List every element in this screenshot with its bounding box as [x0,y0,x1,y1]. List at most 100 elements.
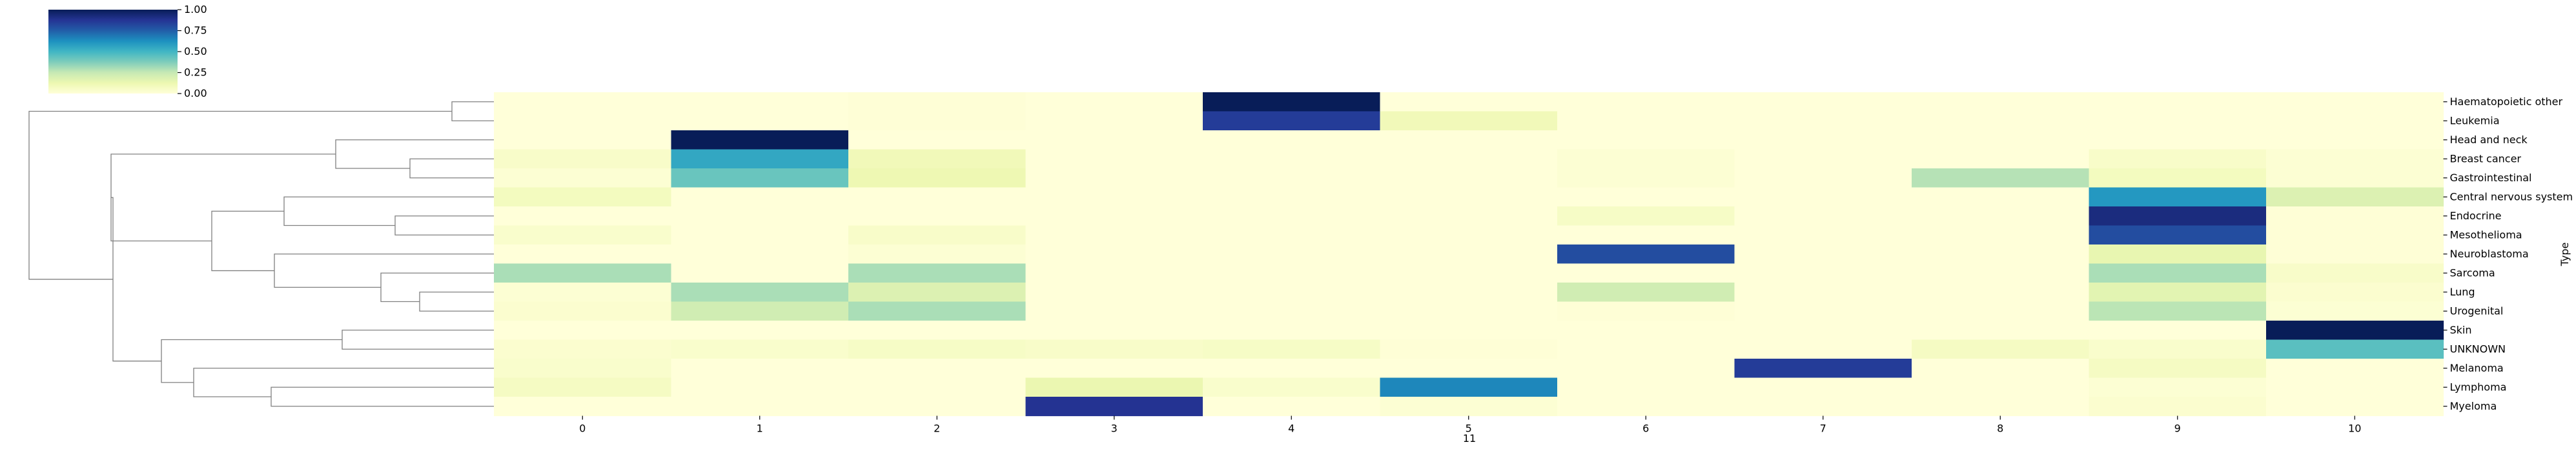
colorbar-tick-label: 0.00 [184,87,207,99]
heatmap-cell [1912,397,2090,417]
heatmap-cell [1203,111,1381,131]
colorbar-tick-label: 1.00 [184,3,207,15]
row-label: UNKNOWN [2450,343,2506,355]
heatmap-cell [494,377,672,397]
heatmap-cell [1557,225,1735,245]
dendrogram-link [342,330,494,350]
heatmap-cell [2089,301,2267,321]
x-tick-label: 3 [1111,423,1118,435]
heatmap-cell [1557,301,1735,321]
heatmap-cell [1025,187,1203,207]
heatmap-cell [1734,321,1912,341]
heatmap-cell [494,321,672,341]
heatmap-cell [671,187,849,207]
heatmap-cell [1912,92,2090,112]
heatmap-cell [848,321,1027,341]
heatmap-cell [1203,168,1381,188]
heatmap-cell [1203,359,1381,379]
heatmap-cell [848,92,1027,112]
heatmap-cell [1912,130,2090,150]
heatmap-cell [2089,359,2267,379]
x-tick-label: 4 [1288,423,1294,435]
heatmap-cell [2089,321,2267,341]
heatmap-cell [671,263,849,283]
row-label: Melanoma [2450,362,2504,374]
heatmap-cell [1380,130,1558,150]
heatmap-cell [671,321,849,341]
dendrogram-link [274,254,494,288]
heatmap-cell [494,359,672,379]
heatmap-cell [1203,283,1381,303]
dendrogram-link [409,158,494,179]
heatmap-cell [1380,397,1558,417]
heatmap-cell [1025,301,1203,321]
heatmap-cell [848,359,1027,379]
heatmap-cell [494,397,672,417]
x-tick-label: 7 [1820,423,1826,435]
row-label: Endocrine [2450,210,2502,222]
dendrogram-link [451,101,494,121]
row-label: Leukemia [2450,114,2500,126]
heatmap-cell [1557,244,1735,264]
heatmap-cell [848,111,1027,131]
row-label: Haematopoietic other [2450,95,2563,108]
heatmap-cell [671,283,849,303]
colorbar-gradient [48,10,178,94]
heatmap-cell [1025,206,1203,226]
heatmap-cell [1380,92,1558,112]
heatmap-cell [1025,283,1203,303]
heatmap-cell [494,301,672,321]
heatmap-cell [1025,359,1203,379]
row-label: Skin [2450,324,2472,336]
row-label: Neuroblastoma [2450,248,2529,260]
heatmap-cell [1557,283,1735,303]
heatmap-cell [1912,339,2090,359]
heatmap-cell [1025,263,1203,283]
heatmap-cell [1557,130,1735,150]
colorbar-tick-label: 0.75 [184,25,207,37]
heatmap-cell [1734,244,1912,264]
heatmap-cell [1025,168,1203,188]
y-axis-label: Type [2559,243,2571,267]
heatmap-cell [2089,377,2267,397]
heatmap-cell [1734,149,1912,169]
heatmap-cell [848,225,1027,245]
heatmap-cell [671,168,849,188]
heatmap-cell [1557,206,1735,226]
heatmap-cell [2089,339,2267,359]
heatmap-cell [1734,397,1912,417]
heatmap-cell [2089,187,2267,207]
heatmap-cell [848,397,1027,417]
x-tick-label: 10 [2348,423,2361,435]
heatmap-cell [1557,359,1735,379]
heatmap-cell [1203,206,1381,226]
heatmap-cell [1557,168,1735,188]
heatmap-cell [1025,339,1203,359]
heatmap-cell [1734,206,1912,226]
heatmap-cell [1912,149,2090,169]
colorbar-ticks: 0.00 0.25 0.50 0.75 1.00 [178,3,207,99]
heatmap-cell [2089,283,2267,303]
heatmap-cell [494,130,672,150]
heatmap-cell [2089,397,2267,417]
heatmap-cell [2266,359,2444,379]
row-label: Gastrointestinal [2450,172,2532,184]
heatmap-cell [1734,301,1912,321]
x-tick-labels: 0 1 2 3 4 5 6 7 8 9 10 [579,415,2361,435]
dendrogram-link [28,110,452,280]
heatmap-cell [2266,92,2444,112]
x-tick-label: 2 [934,423,940,435]
heatmap-cell [1734,263,1912,283]
heatmap-cell [1025,377,1203,397]
heatmap-cell [1912,301,2090,321]
heatmap-cell [1734,283,1912,303]
heatmap-cell [2089,225,2267,245]
heatmap-cell [2266,111,2444,131]
heatmap-cell [1203,321,1381,341]
heatmap-cell [1025,111,1203,131]
dendrogram-link [211,210,284,272]
heatmap-cell [1380,301,1558,321]
heatmap-cell [1380,377,1558,397]
heatmap-cell [1557,397,1735,417]
heatmap-cell [1734,187,1912,207]
